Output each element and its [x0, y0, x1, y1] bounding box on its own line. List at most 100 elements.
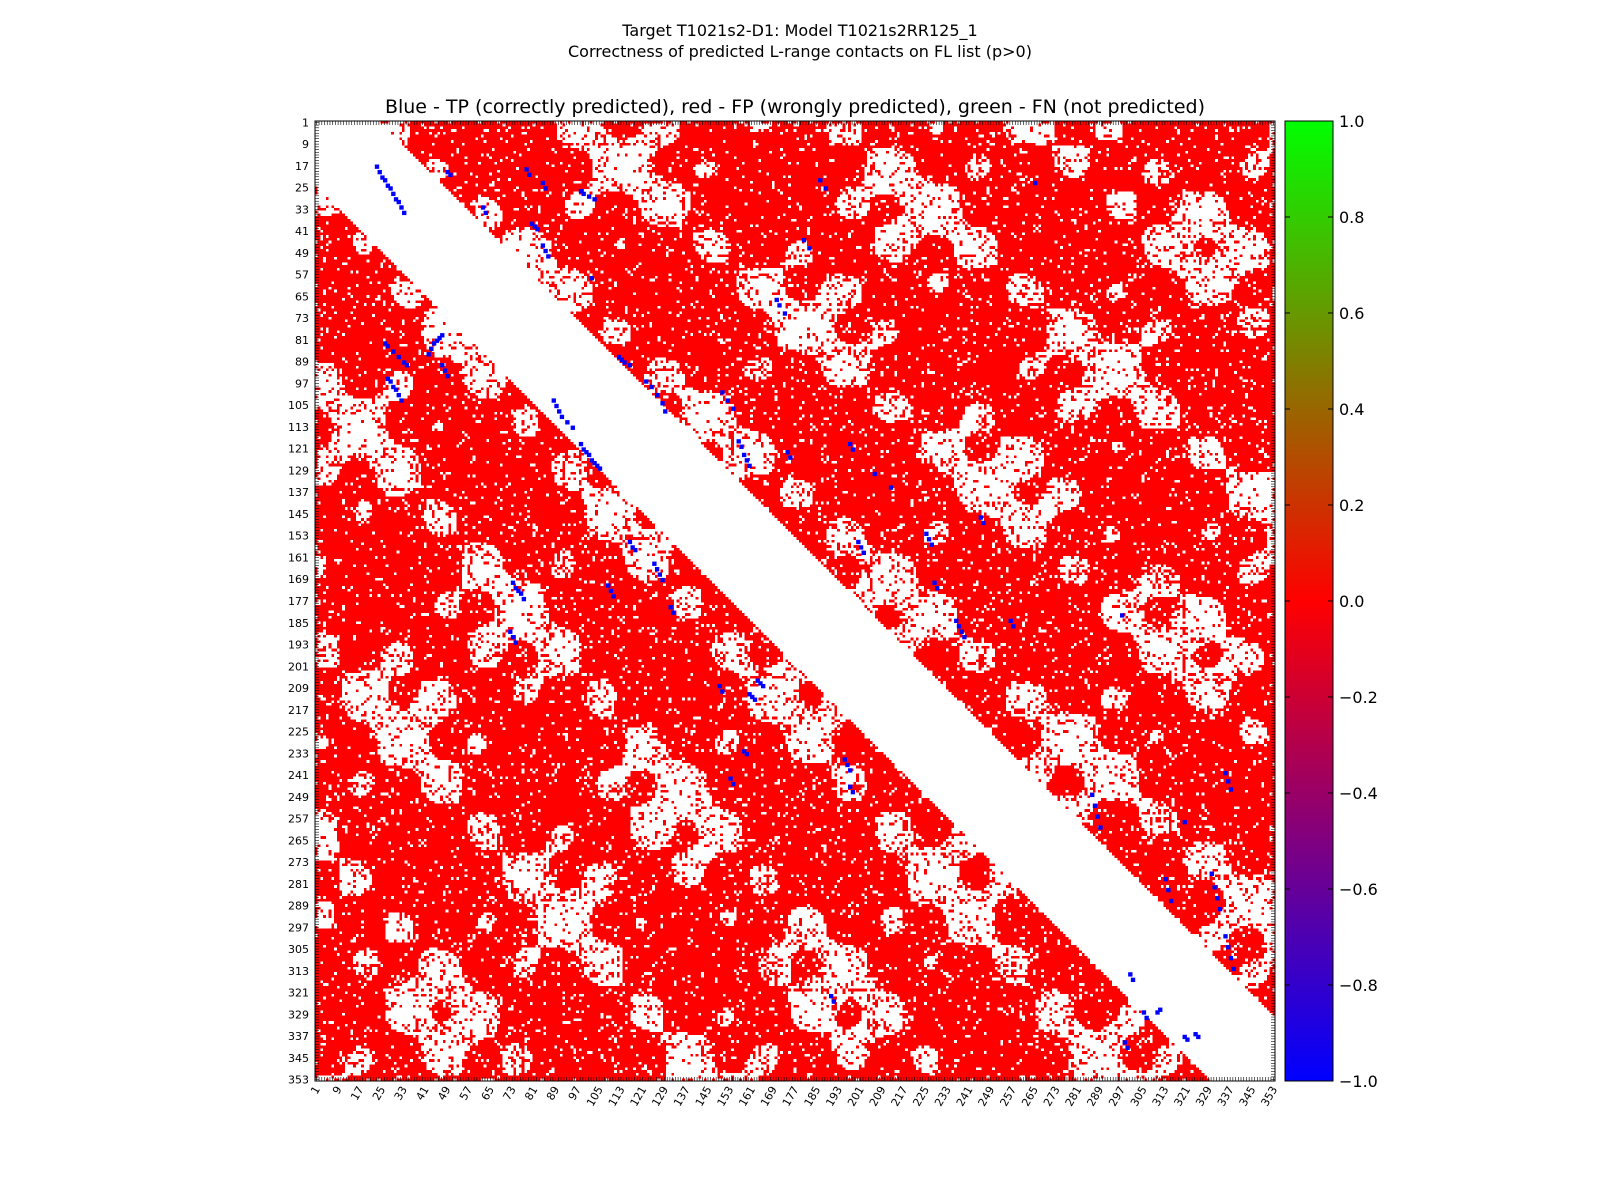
- tp-contact-mark: [380, 175, 385, 180]
- colorbar-ticks: 1.0 0.8 0.6 0.4 0.2 0.0 −0.2 −0.4 −0.6 −0.8 −1.0: [1285, 112, 1378, 1091]
- tp-contact-mark: [654, 567, 660, 572]
- x-tick-label: 177: [780, 1084, 802, 1109]
- tp-contact-mark: [978, 515, 983, 520]
- tp-contact-mark: [627, 363, 633, 368]
- tp-contact-mark: [527, 172, 532, 178]
- y-tick-label: 25: [295, 182, 309, 195]
- y-tick-label: 289: [288, 900, 309, 913]
- tp-contact-mark: [597, 466, 603, 471]
- tp-contact-mark: [396, 199, 401, 205]
- x-tick-label: 81: [522, 1084, 540, 1103]
- figure-title-line-2: Correctness of predicted L-range contact…: [568, 42, 1032, 61]
- tp-contact-mark: [774, 297, 779, 303]
- y-tick-label: 97: [295, 377, 309, 390]
- colorbar-tick-label: 0.6: [1339, 304, 1364, 323]
- tp-contact-mark: [396, 354, 401, 360]
- y-tick-label: 225: [288, 726, 309, 739]
- tp-contact-mark: [1228, 955, 1234, 961]
- tp-contact-mark: [1215, 896, 1220, 901]
- tp-contact-mark: [559, 414, 565, 420]
- x-tick-label: 33: [392, 1084, 410, 1103]
- tp-contact-mark: [1209, 871, 1215, 876]
- tp-contact-mark: [393, 197, 399, 202]
- x-tick-label: 313: [1150, 1084, 1172, 1109]
- x-tick-label: 353: [1258, 1084, 1280, 1109]
- tp-contact-mark: [540, 243, 546, 248]
- x-tick-label: 289: [1084, 1084, 1106, 1109]
- tp-contact-mark: [932, 580, 937, 585]
- y-tick-label: 1: [302, 116, 309, 129]
- x-tick-label: 97: [566, 1084, 584, 1103]
- y-tick-label: 81: [295, 334, 309, 347]
- tp-contact-mark: [431, 341, 437, 346]
- tp-contact-mark: [741, 452, 747, 458]
- tp-contact-mark: [654, 392, 660, 398]
- y-tick-label: 329: [288, 1008, 309, 1021]
- x-tick-label: 73: [501, 1084, 519, 1103]
- y-tick-label: 41: [295, 225, 309, 238]
- plot-title: Blue - TP (correctly predicted), red - F…: [385, 96, 1205, 118]
- tp-contact-mark: [619, 357, 624, 362]
- tp-contact-mark: [513, 640, 518, 645]
- tp-contact-mark: [956, 624, 962, 629]
- tp-contact-mark: [1182, 819, 1187, 825]
- tp-contact-mark: [429, 346, 434, 352]
- y-tick-label: 337: [288, 1030, 309, 1043]
- colorbar-tick-label: 0.2: [1339, 496, 1364, 515]
- x-tick-label: 41: [413, 1084, 431, 1103]
- y-tick-label: 241: [288, 769, 309, 782]
- tp-contact-mark: [747, 463, 752, 469]
- tp-contact-mark: [1182, 1034, 1187, 1040]
- tp-contact-mark: [518, 591, 524, 596]
- tp-contact-mark: [657, 572, 663, 577]
- x-tick-label: 217: [889, 1084, 911, 1109]
- tp-contact-mark: [954, 618, 959, 624]
- tp-contacts-layer: [374, 164, 1236, 1050]
- tp-contact-mark: [848, 768, 853, 773]
- tp-contact-mark: [440, 333, 445, 338]
- tp-contact-mark: [736, 439, 741, 444]
- tp-contact-mark: [391, 191, 396, 197]
- tp-contact-mark: [828, 993, 834, 999]
- tp-contact-mark: [663, 409, 668, 414]
- tp-contact-mark: [1155, 1010, 1160, 1015]
- tp-contact-mark: [1166, 887, 1171, 893]
- tp-contact-mark: [480, 205, 486, 210]
- tp-contact-mark: [1011, 624, 1016, 629]
- x-tick-label: 329: [1193, 1084, 1215, 1109]
- x-tick-label: 161: [736, 1084, 758, 1109]
- colorbar-tick-label: −1.0: [1339, 1072, 1378, 1091]
- y-tick-label: 129: [288, 464, 309, 477]
- tp-contact-mark: [570, 425, 575, 430]
- y-tick-label: 65: [295, 290, 309, 303]
- colorbar-tick-label: −0.4: [1339, 784, 1378, 803]
- y-tick-label: 73: [295, 312, 309, 325]
- tp-contact-mark: [801, 237, 807, 243]
- x-tick-label: 105: [584, 1084, 606, 1109]
- tp-contact-mark: [777, 303, 782, 308]
- tp-contact-mark: [761, 683, 766, 689]
- tp-contact-mark: [929, 542, 934, 547]
- tp-contact-mark: [848, 441, 853, 447]
- colorbar-tick-label: 0.8: [1339, 208, 1364, 227]
- tp-contact-mark: [608, 588, 614, 594]
- tp-contact-mark: [605, 583, 611, 588]
- tp-contact-mark: [758, 681, 763, 686]
- tp-contact-mark: [823, 186, 828, 191]
- x-tick-label: 249: [976, 1084, 998, 1109]
- tp-contact-mark: [565, 420, 570, 425]
- tp-contact-mark: [616, 354, 622, 360]
- tp-contact-mark: [1226, 945, 1231, 950]
- tp-contact-mark: [848, 784, 853, 789]
- tp-contact-mark: [1231, 966, 1236, 972]
- plot-area: [315, 121, 1275, 1081]
- y-tick-label: 305: [288, 943, 309, 956]
- tp-contact-mark: [752, 697, 758, 702]
- x-tick-label: 265: [1019, 1084, 1041, 1109]
- tp-contact-mark: [1158, 1007, 1163, 1012]
- tp-contact-mark: [445, 169, 450, 175]
- tp-contact-mark: [856, 539, 861, 545]
- tp-contact-mark: [546, 254, 551, 259]
- y-tick-label: 345: [288, 1052, 309, 1065]
- tp-contact-mark: [382, 178, 388, 183]
